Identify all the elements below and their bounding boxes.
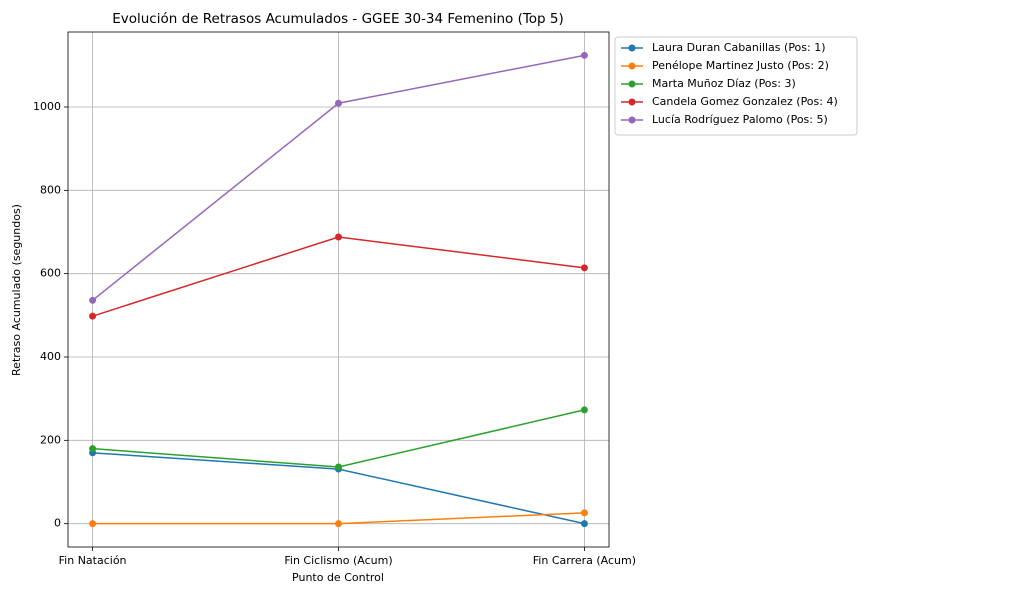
data-point: [89, 296, 97, 304]
chart-title: Evolución de Retrasos Acumulados - GGEE …: [112, 11, 564, 27]
data-point: [335, 520, 342, 528]
legend-marker: [628, 62, 636, 70]
x-tick-label: Fin Carrera (Acum): [533, 554, 636, 567]
y-tick-label: 200: [40, 433, 61, 446]
y-tick-label: 0: [54, 517, 61, 530]
x-tick-label: Fin Natación: [59, 554, 127, 567]
legend-label: Marta Muñoz Díaz (Pos: 3): [652, 77, 796, 90]
data-point: [335, 233, 342, 241]
legend-marker: [628, 80, 636, 88]
legend-marker: [628, 44, 636, 52]
data-point: [335, 463, 342, 471]
y-axis-label: Retraso Acumulado (segundos): [10, 204, 23, 376]
legend-marker: [628, 116, 636, 124]
plot-frame: [67, 31, 610, 548]
data-point: [89, 312, 97, 320]
legend-label: Candela Gomez Gonzalez (Pos: 4): [652, 95, 838, 108]
x-tick-label: Fin Ciclismo (Acum): [284, 554, 392, 567]
legend-label: Penélope Martinez Justo (Pos: 2): [652, 59, 829, 72]
y-tick-label: 400: [40, 350, 61, 363]
legend-label: Laura Duran Cabanillas (Pos: 1): [652, 41, 826, 54]
data-point: [335, 99, 342, 107]
data-point: [580, 264, 588, 272]
data-point: [580, 406, 588, 414]
x-axis-label: Punto de Control: [292, 571, 384, 584]
data-point: [580, 520, 588, 528]
data-point: [580, 509, 588, 517]
y-tick-label: 600: [40, 267, 61, 280]
data-point: [89, 520, 97, 528]
y-tick-label: 1000: [33, 100, 61, 113]
legend-box: [614, 36, 858, 136]
data-point: [89, 445, 97, 453]
legend-label: Lucía Rodríguez Palomo (Pos: 5): [652, 113, 828, 126]
legend-marker: [628, 98, 636, 106]
data-point: [580, 51, 588, 59]
y-tick-label: 800: [40, 183, 61, 196]
